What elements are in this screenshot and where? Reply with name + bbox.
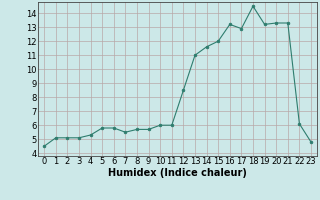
X-axis label: Humidex (Indice chaleur): Humidex (Indice chaleur) [108, 168, 247, 178]
